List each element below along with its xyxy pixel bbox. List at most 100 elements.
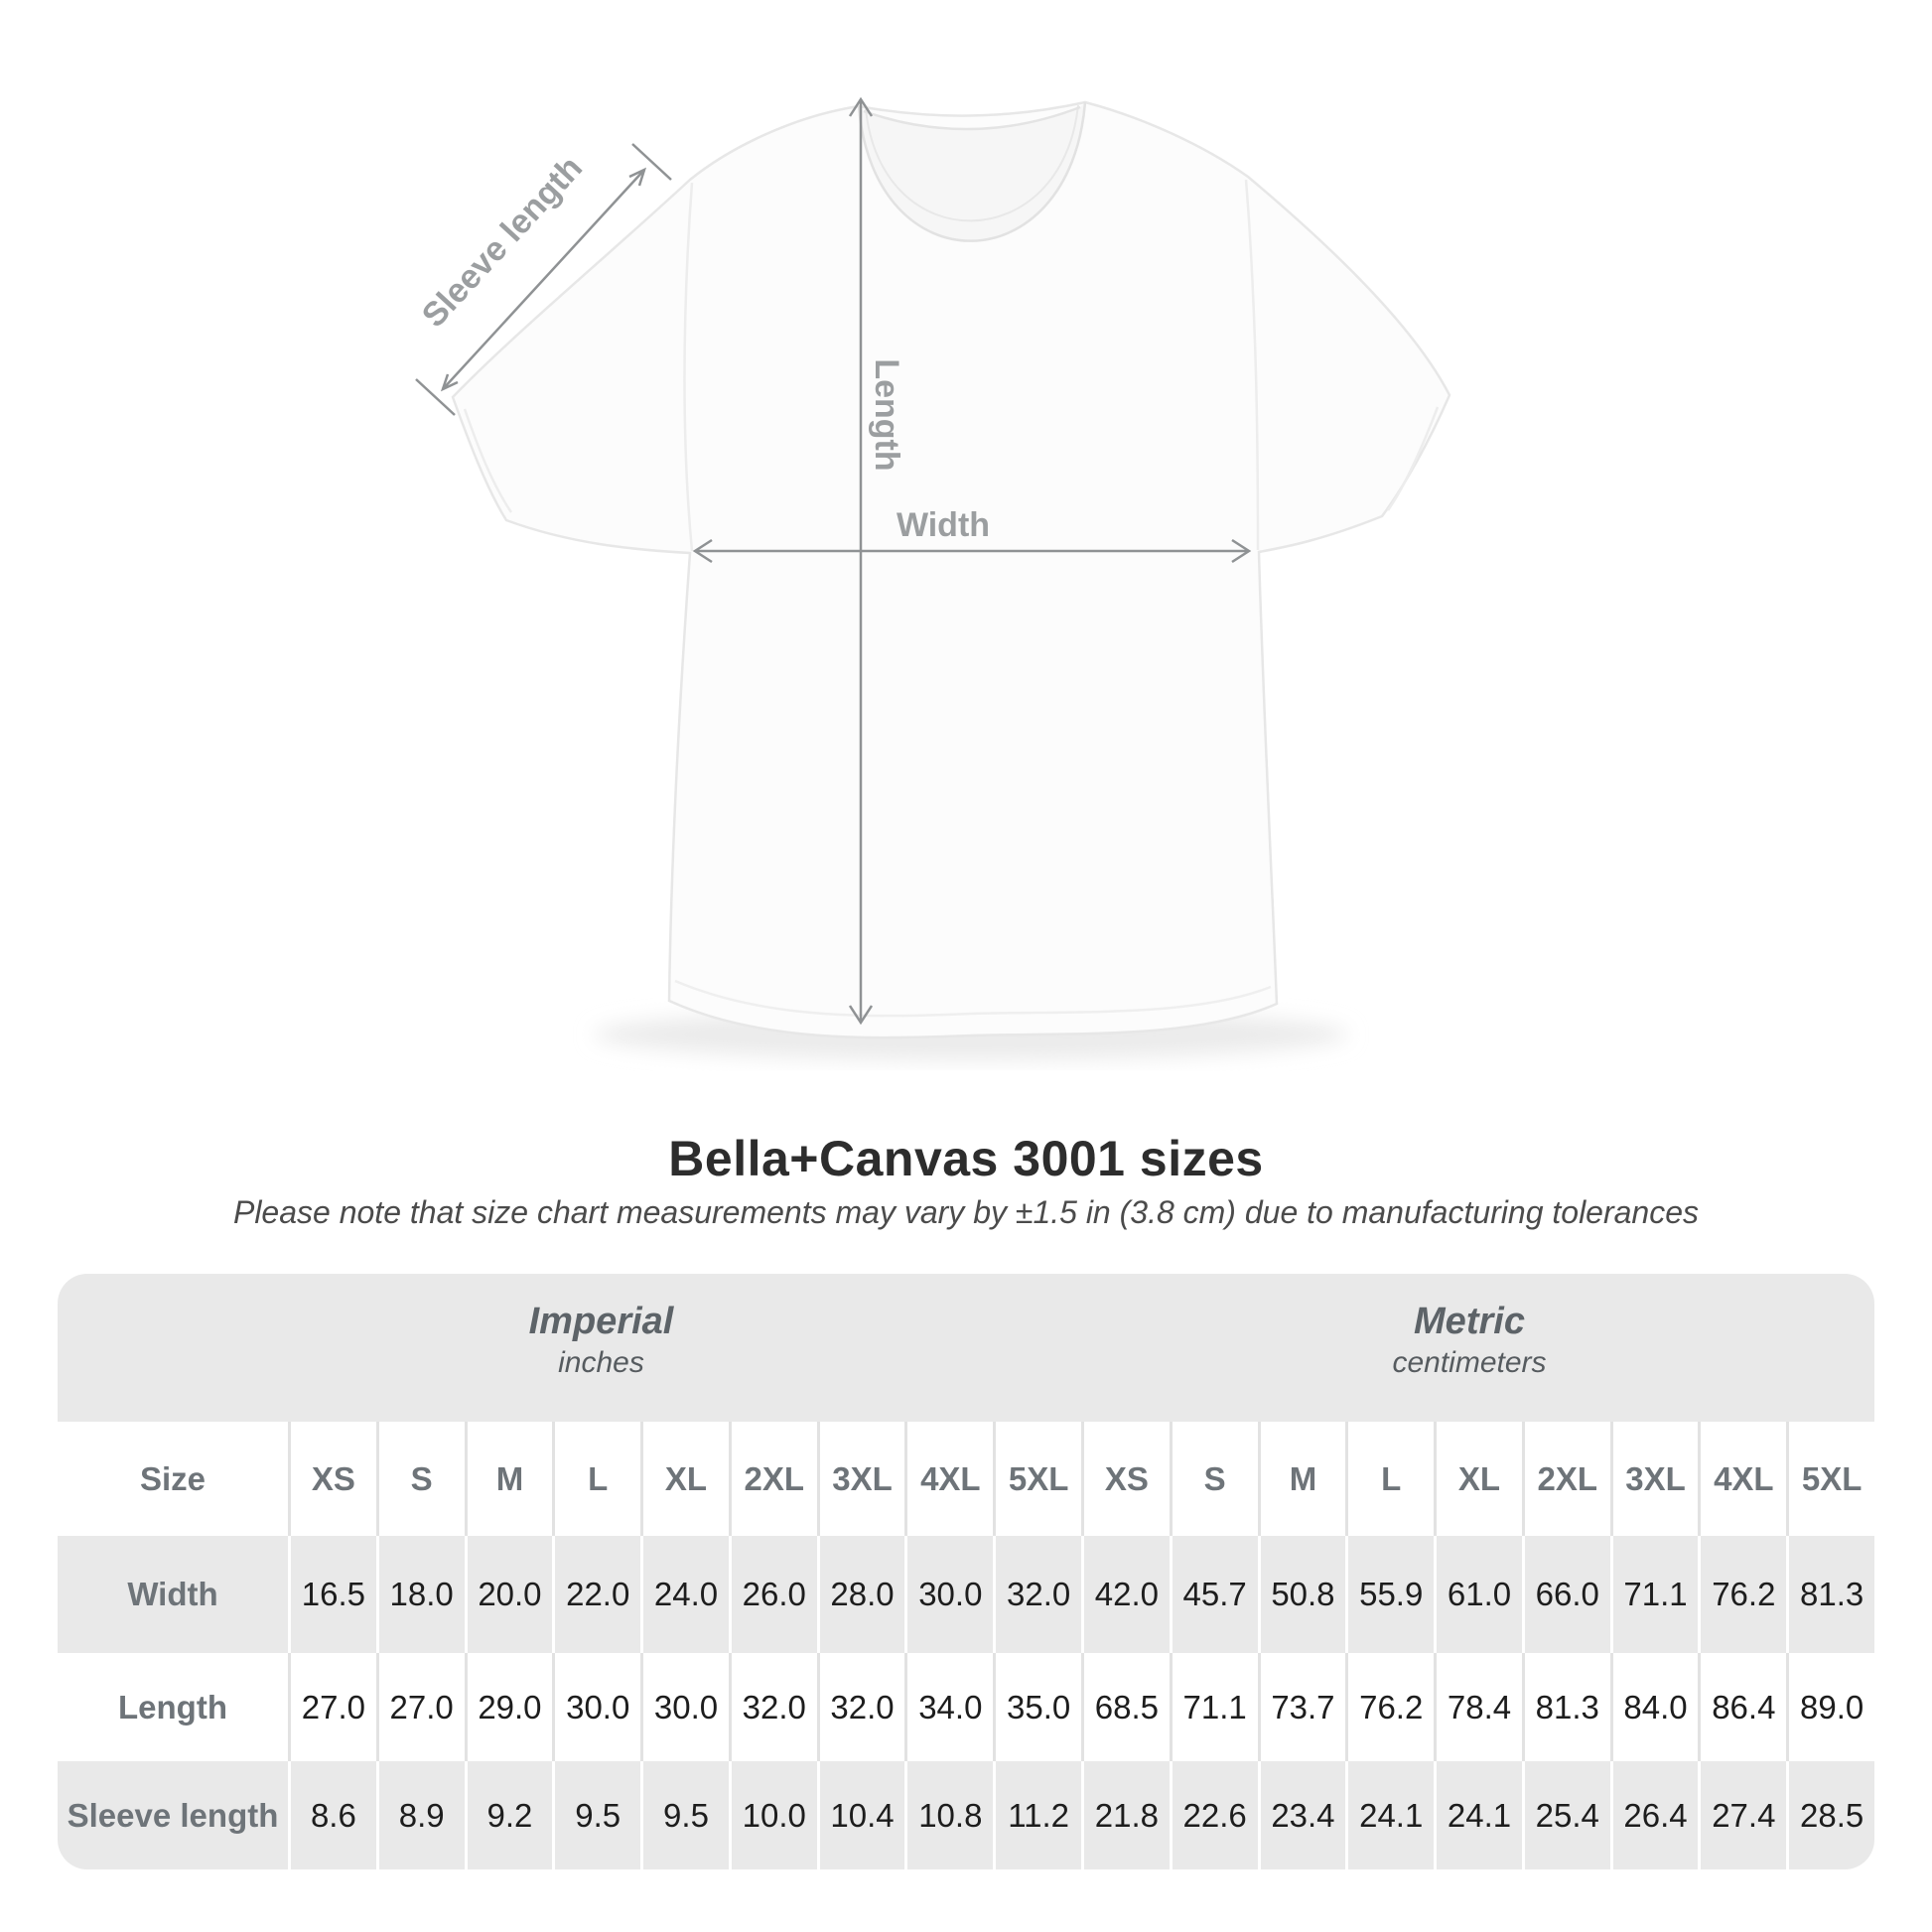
value-cell: 29.0 xyxy=(464,1653,553,1761)
value-cell: 32.0 xyxy=(993,1536,1081,1653)
metric-section-header: Metric centimeters xyxy=(1064,1274,1874,1383)
value-cell: 18.0 xyxy=(375,1536,465,1653)
size-header-metric-m: M xyxy=(1257,1422,1346,1536)
value-cell: 32.0 xyxy=(728,1653,817,1761)
size-header-metric-xl: XL xyxy=(1434,1422,1522,1536)
collar-outer-edge xyxy=(857,101,1087,242)
value-cell: 86.4 xyxy=(1698,1653,1787,1761)
value-cell: 9.5 xyxy=(552,1761,640,1869)
size-table: Imperial inches Metric centimeters Size X… xyxy=(58,1274,1874,1869)
value-cell: 81.3 xyxy=(1786,1536,1874,1653)
value-cell: 50.8 xyxy=(1257,1536,1346,1653)
collar-opening xyxy=(859,102,1085,241)
value-cell: 28.0 xyxy=(816,1536,905,1653)
size-header-imperial-2xl: 2XL xyxy=(728,1422,817,1536)
value-cell: 34.0 xyxy=(904,1653,994,1761)
value-cell: 21.8 xyxy=(1081,1761,1170,1869)
size-header-imperial-s: S xyxy=(375,1422,465,1536)
size-header-imperial-xs: XS xyxy=(288,1422,376,1536)
value-cell: 23.4 xyxy=(1257,1761,1346,1869)
value-cell: 24.1 xyxy=(1345,1761,1434,1869)
size-header-metric-2xl: 2XL xyxy=(1521,1422,1610,1536)
size-header-imperial-l: L xyxy=(552,1422,641,1536)
value-cell: 8.6 xyxy=(288,1761,376,1869)
imperial-label: Imperial xyxy=(528,1301,674,1342)
value-cell: 68.5 xyxy=(1081,1653,1170,1761)
value-cell: 25.4 xyxy=(1521,1761,1610,1869)
row-label: Length xyxy=(58,1653,288,1761)
value-cell: 28.5 xyxy=(1786,1761,1874,1869)
size-header-metric-l: L xyxy=(1345,1422,1435,1536)
imperial-section-header: Imperial inches xyxy=(58,1274,1145,1383)
value-cell: 22.6 xyxy=(1169,1761,1258,1869)
value-cell: 20.0 xyxy=(464,1536,553,1653)
back-collar-seam xyxy=(863,105,1081,131)
value-cell: 32.0 xyxy=(816,1653,905,1761)
sleeve-length-arrow xyxy=(415,143,672,416)
value-cell: 66.0 xyxy=(1521,1536,1610,1653)
metric-unit: centimeters xyxy=(1392,1346,1547,1379)
value-cell: 10.0 xyxy=(728,1761,817,1869)
size-header-metric-xs: XS xyxy=(1081,1422,1170,1536)
value-cell: 30.0 xyxy=(904,1536,993,1653)
units-band: Imperial inches Metric centimeters xyxy=(58,1274,1874,1422)
value-cell: 55.9 xyxy=(1345,1536,1434,1653)
value-cell: 24.0 xyxy=(640,1536,729,1653)
width-label: Width xyxy=(897,506,990,544)
length-arrow xyxy=(848,96,874,1026)
size-header-imperial-xl: XL xyxy=(640,1422,729,1536)
value-cell: 42.0 xyxy=(1081,1536,1170,1653)
value-cell: 26.0 xyxy=(728,1536,817,1653)
size-header-metric-4xl: 4XL xyxy=(1698,1422,1787,1536)
size-header-metric-s: S xyxy=(1169,1422,1258,1536)
value-cell: 8.9 xyxy=(375,1761,465,1869)
value-cell: 22.0 xyxy=(552,1536,640,1653)
row-label: Width xyxy=(127,1576,218,1612)
value-cell: 9.5 xyxy=(640,1761,729,1869)
width-arrow xyxy=(692,538,1252,564)
value-cell: 30.0 xyxy=(552,1653,641,1761)
imperial-unit: inches xyxy=(558,1346,644,1379)
size-header-imperial-m: M xyxy=(464,1422,553,1536)
value-cell: 24.1 xyxy=(1434,1761,1522,1869)
value-cell: 76.2 xyxy=(1345,1653,1435,1761)
value-cell: 30.0 xyxy=(640,1653,729,1761)
value-cell: 16.5 xyxy=(288,1536,376,1653)
value-cell: 27.0 xyxy=(288,1653,376,1761)
value-cell: 27.0 xyxy=(375,1653,465,1761)
value-cell: 10.4 xyxy=(816,1761,905,1869)
right-sleeve-seam xyxy=(1244,179,1260,551)
row-label: Sleeve length xyxy=(67,1796,279,1834)
collar-band-seam xyxy=(865,104,1079,222)
value-cell: 9.2 xyxy=(464,1761,553,1869)
value-cell: 78.4 xyxy=(1434,1653,1522,1761)
tshirt-diagram: Sleeve length Length Width xyxy=(415,96,1451,1060)
length-label: Length xyxy=(868,358,905,471)
size-column-header: Size xyxy=(58,1422,288,1536)
value-cell: 27.4 xyxy=(1698,1761,1786,1869)
size-header-imperial-4xl: 4XL xyxy=(904,1422,994,1536)
size-header-metric-3xl: 3XL xyxy=(1609,1422,1699,1536)
right-cuff-seam xyxy=(1386,406,1440,511)
value-cell: 35.0 xyxy=(993,1653,1081,1761)
value-cell: 76.2 xyxy=(1698,1536,1786,1653)
metric-label: Metric xyxy=(1414,1301,1525,1342)
value-cell: 26.4 xyxy=(1609,1761,1699,1869)
value-cell: 71.1 xyxy=(1609,1536,1699,1653)
size-header-imperial-5xl: 5XL xyxy=(993,1422,1081,1536)
value-cell: 45.7 xyxy=(1169,1536,1258,1653)
value-cell: 81.3 xyxy=(1521,1653,1610,1761)
tolerance-note: Please note that size chart measurements… xyxy=(232,1194,1700,1230)
tshirt-body xyxy=(451,100,1451,1039)
value-cell: 10.8 xyxy=(904,1761,993,1869)
value-cell: 84.0 xyxy=(1609,1653,1699,1761)
value-cell: 73.7 xyxy=(1257,1653,1346,1761)
value-cell: 71.1 xyxy=(1169,1653,1258,1761)
hem-seam xyxy=(674,979,1272,1018)
size-header-imperial-3xl: 3XL xyxy=(816,1422,905,1536)
page-title: Bella+Canvas 3001 sizes xyxy=(668,1131,1264,1186)
value-cell: 61.0 xyxy=(1434,1536,1522,1653)
left-cuff-seam xyxy=(463,408,513,513)
size-grid: Size XS S M L XL 2XL 3XL 4XL 5XL XS S M L XL 2XL 3XL 4XL 5… xyxy=(58,1422,1874,1869)
